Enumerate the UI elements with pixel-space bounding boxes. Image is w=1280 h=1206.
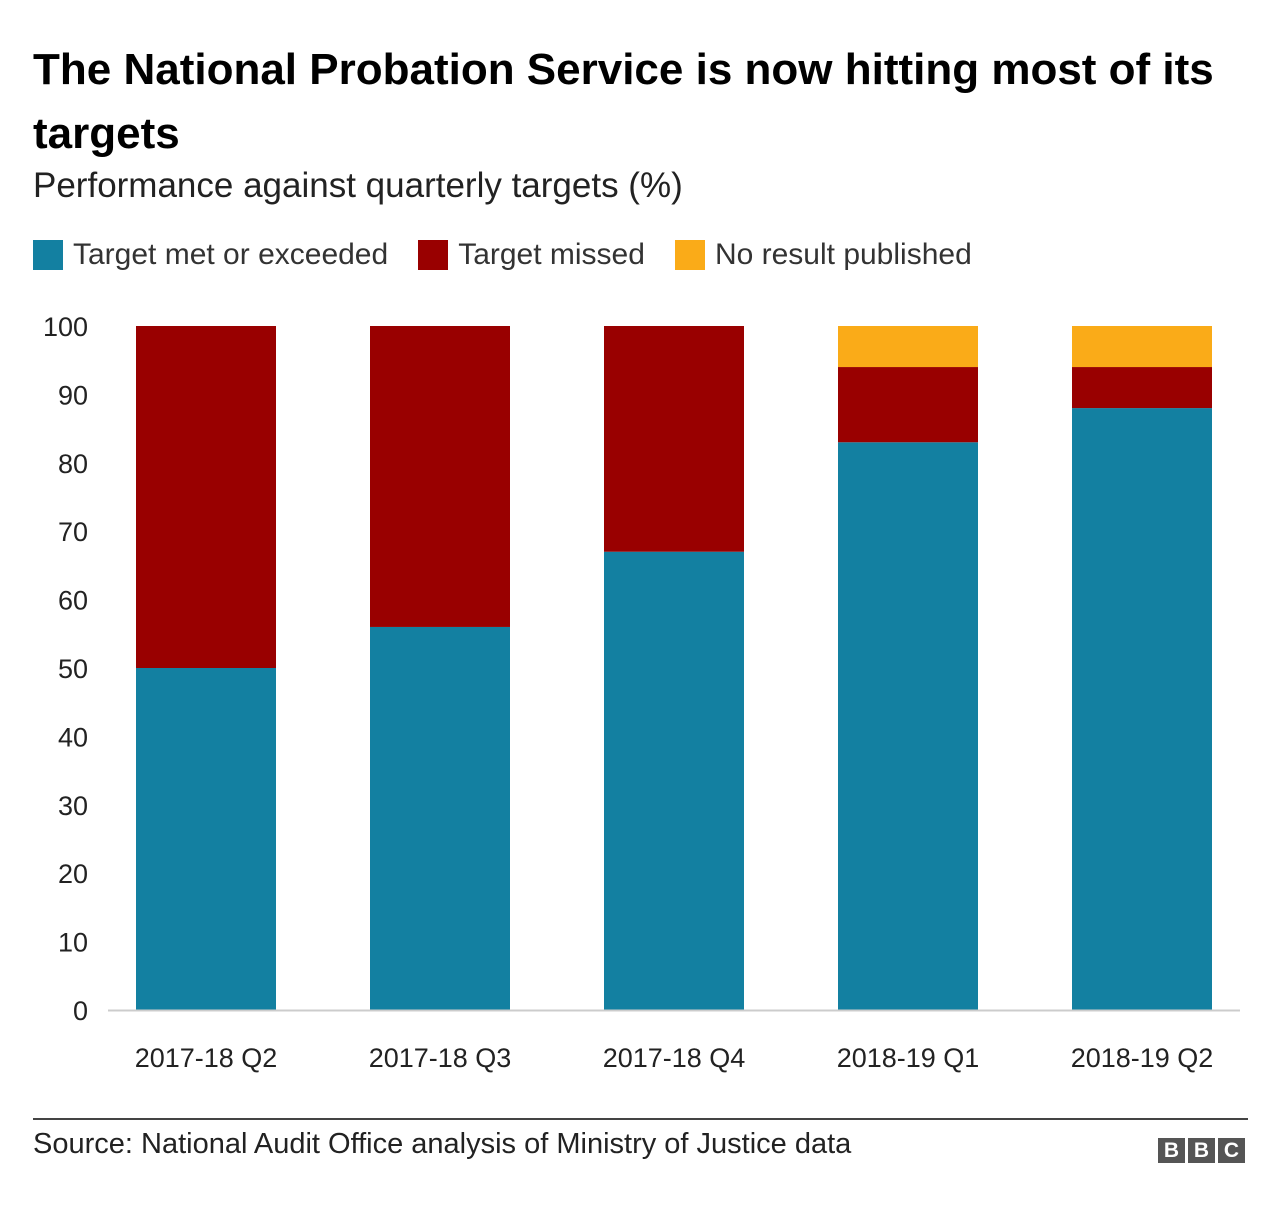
bar-segment [136,668,276,1010]
y-tick-label: 10 [58,928,88,958]
bar-segment [370,626,510,1010]
x-tick-label: 2017-18 Q3 [369,1043,512,1073]
x-tick-label: 2017-18 Q4 [603,1043,746,1073]
legend-label: Target missed [458,238,645,271]
footer-divider [33,1118,1248,1120]
y-tick-label: 70 [58,517,88,547]
bar-segment [1072,326,1212,368]
y-tick-label: 100 [43,312,88,342]
y-tick-label: 0 [73,996,88,1026]
y-tick-label: 40 [58,722,88,752]
y-tick-label: 60 [58,586,88,616]
legend-label: No result published [714,238,972,271]
legend-item-missed: Target missed [418,238,645,272]
bar-segment [370,326,510,627]
y-tick-label: 90 [58,380,88,410]
x-tick-label: 2018-19 Q2 [1071,1043,1214,1073]
bar-segment [838,442,978,1010]
bar-segment [136,326,276,668]
bar-segment [838,326,978,368]
chart-title: The National Probation Service is now hi… [33,45,1214,158]
bar-segment [604,551,744,1010]
y-tick-label: 20 [58,859,88,889]
x-tick-label: 2017-18 Q2 [135,1043,278,1073]
bar-segment [1072,408,1212,1011]
legend-swatch [33,240,63,270]
legend-label: Target met or exceeded [73,238,389,271]
chart-subtitle: Performance against quarterly targets (%… [33,166,683,205]
y-tick-label: 30 [58,791,88,821]
y-tick-label: 80 [58,449,88,479]
bar-segment [604,326,744,552]
legend-item-no-result: No result published [674,238,972,272]
x-tick-label: 2018-19 Q1 [837,1043,980,1073]
legend-swatch [418,240,449,270]
legend: Target met or exceeded Target missed No … [33,238,972,272]
legend-item-met: Target met or exceeded [33,238,388,272]
source-note: Source: National Audit Office analysis o… [33,1128,852,1160]
bar-segment [838,367,978,443]
y-tick-label: 50 [58,654,88,684]
bar-segment [1072,367,1212,409]
legend-swatch [674,240,705,270]
